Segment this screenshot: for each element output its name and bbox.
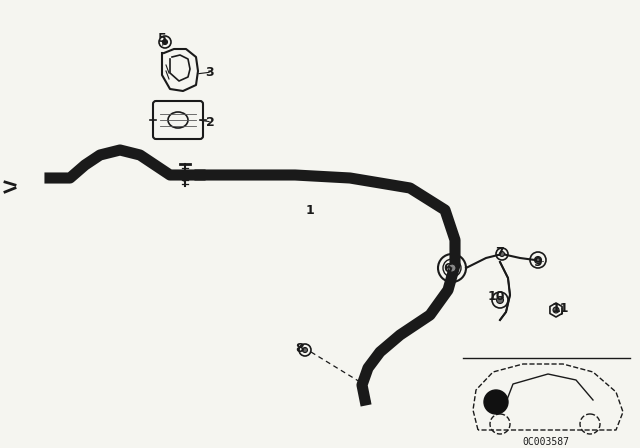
Text: 5: 5 bbox=[157, 31, 166, 44]
Text: 6: 6 bbox=[444, 262, 452, 275]
Text: 10: 10 bbox=[487, 289, 505, 302]
Circle shape bbox=[303, 348, 307, 353]
Text: 8: 8 bbox=[296, 341, 304, 354]
Circle shape bbox=[553, 307, 559, 313]
Text: 11: 11 bbox=[551, 302, 569, 314]
Circle shape bbox=[484, 390, 508, 414]
Text: 9: 9 bbox=[534, 255, 542, 268]
Text: 4: 4 bbox=[179, 172, 188, 185]
Circle shape bbox=[497, 297, 504, 303]
Text: 3: 3 bbox=[205, 65, 214, 78]
Text: 0C003587: 0C003587 bbox=[522, 437, 570, 447]
Circle shape bbox=[534, 257, 541, 263]
Text: 7: 7 bbox=[495, 246, 504, 258]
Circle shape bbox=[499, 251, 504, 257]
Text: 1: 1 bbox=[306, 203, 314, 216]
Circle shape bbox=[163, 39, 168, 44]
Text: 2: 2 bbox=[205, 116, 214, 129]
Circle shape bbox=[448, 264, 456, 272]
